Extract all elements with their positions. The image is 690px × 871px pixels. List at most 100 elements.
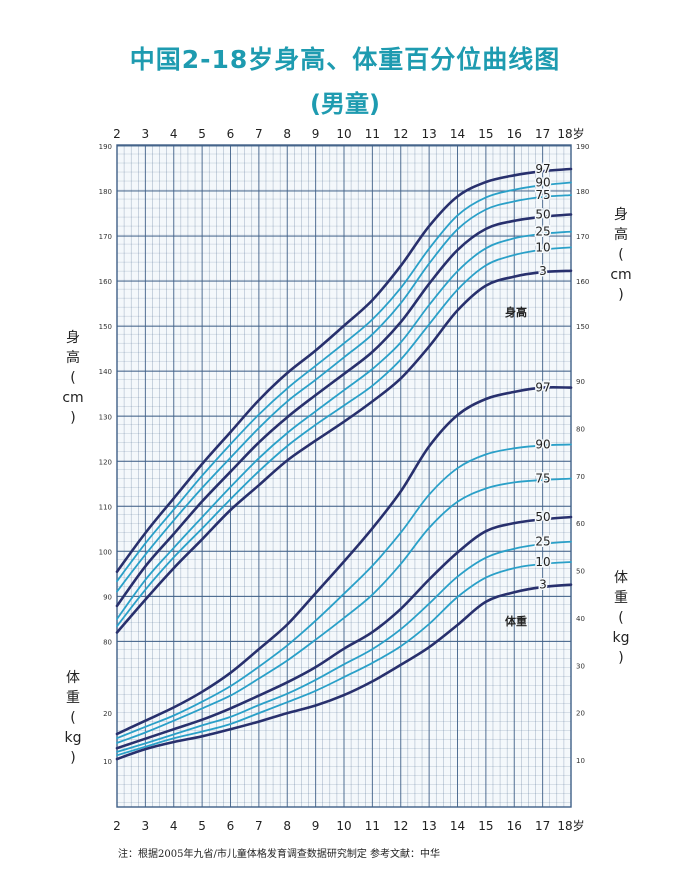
height-percentile-label-50: 50: [535, 207, 550, 221]
left-height-axis-label: 身高 (cm ): [62, 330, 84, 426]
weight-percentile-label-97: 97: [535, 381, 550, 395]
x-tick-label-top: 7: [255, 127, 263, 141]
weight-percentile-label-50: 50: [535, 510, 550, 524]
weight-curve-label: 体重: [505, 614, 527, 628]
x-tick-label-top: 4: [170, 127, 178, 141]
left-height-tick: 110: [99, 503, 112, 511]
weight-percentile-label-10: 10: [535, 555, 550, 569]
x-tick-label-bottom: 5: [198, 819, 206, 833]
height-percentile-label-75: 75: [535, 188, 550, 202]
right-weight-tick: 10: [576, 757, 585, 765]
height-percentile-label-90: 90: [535, 175, 550, 189]
weight-curve-p75: [116, 477, 572, 744]
x-tick-label-top: 6: [227, 127, 235, 141]
left-height-tick: 100: [99, 548, 112, 556]
right-height-tick: 180: [576, 188, 589, 196]
right-weight-tick: 40: [576, 615, 585, 623]
x-tick-label-top: 9: [312, 127, 320, 141]
x-tick-label-bottom: 7: [255, 819, 263, 833]
x-tick-label-top: 12: [393, 127, 408, 141]
left-height-tick: 160: [99, 278, 112, 286]
weight-percentile-label-25: 25: [535, 535, 550, 549]
right-weight-tick: 30: [576, 662, 585, 670]
footer-note: 注：根据2005年九省/市儿童体格发育调查数据研究制定 参考文献：中华: [118, 849, 440, 860]
x-tick-label-top: 3: [142, 127, 150, 141]
right-height-tick: 170: [576, 233, 589, 241]
height-curve-p50: [115, 213, 573, 608]
x-tick-label-top: 15: [478, 127, 493, 141]
x-tick-label-bottom: 10: [336, 819, 351, 833]
x-tick-label-bottom: 18岁: [557, 818, 584, 833]
left-height-tick: 120: [99, 458, 112, 466]
left-height-tick: 140: [99, 368, 112, 376]
height-percentile-label-25: 25: [535, 225, 550, 239]
x-tick-label-top: 13: [421, 127, 436, 141]
x-tick-label-bottom: 6: [227, 819, 235, 833]
x-tick-label-bottom: 4: [170, 819, 178, 833]
left-height-tick: 80: [103, 639, 112, 647]
chart-subtitle: (男童): [310, 90, 380, 118]
x-tick-label-top: 11: [365, 127, 380, 141]
x-tick-label-top: 16: [507, 127, 522, 141]
left-height-tick: 170: [99, 233, 112, 241]
weight-curve-p25: [116, 540, 572, 753]
x-tick-label-bottom: 3: [142, 819, 150, 833]
height-curve-p75: [116, 194, 572, 593]
height-percentile-label-97: 97: [535, 162, 550, 176]
x-tick-label-bottom: 13: [421, 819, 436, 833]
x-tick-label-top: 17: [535, 127, 550, 141]
left-height-tick: 180: [99, 188, 112, 196]
x-tick-label-top: 14: [450, 127, 465, 141]
height-percentile-label-10: 10: [535, 240, 550, 254]
chart-title: 中国2-18岁身高、体重百分位曲线图: [129, 45, 561, 74]
weight-percentile-label-3: 3: [539, 578, 547, 592]
x-tick-label-bottom: 11: [365, 819, 380, 833]
right-weight-tick: 50: [576, 568, 585, 576]
left-height-tick: 130: [99, 413, 112, 421]
right-weight-tick: 90: [576, 378, 585, 386]
curves: [115, 167, 573, 761]
height-curve-p3: [115, 269, 573, 634]
weight-curve-p50: [115, 515, 573, 750]
x-tick-label-bottom: 17: [535, 819, 550, 833]
left-weight-tick: 20: [103, 710, 112, 718]
left-weight-tick: 10: [103, 758, 112, 766]
x-tick-label-top: 18岁: [557, 126, 584, 141]
weight-curve-p90: [116, 443, 572, 740]
weight-curve-p3: [115, 583, 573, 761]
left-weight-axis-label: 体重 (kg ): [64, 670, 82, 766]
weight-percentile-label-75: 75: [535, 472, 550, 486]
right-weight-tick: 80: [576, 425, 585, 433]
right-height-tick: 150: [576, 323, 589, 331]
weight-percentile-label-90: 90: [535, 437, 550, 451]
x-tick-label-bottom: 14: [450, 819, 465, 833]
right-height-axis-label: 身高 (cm ): [610, 207, 632, 303]
x-tick-label-bottom: 15: [478, 819, 493, 833]
height-percentile-label-3: 3: [539, 264, 547, 278]
x-tick-label-top: 8: [283, 127, 291, 141]
height-curve-p90: [116, 181, 572, 583]
height-curve-label: 身高: [505, 305, 527, 319]
plot-frame: [116, 144, 572, 808]
weight-curve-p97: [115, 385, 573, 736]
x-tick-label-bottom: 8: [283, 819, 291, 833]
x-tick-label-top: 10: [336, 127, 351, 141]
left-height-tick: 150: [99, 323, 112, 331]
x-tick-label-top: 2: [113, 127, 121, 141]
x-tick-label-top: 5: [198, 127, 206, 141]
right-weight-tick: 60: [576, 520, 585, 528]
height-curve-p25: [116, 230, 572, 620]
x-tick-label-bottom: 2: [113, 819, 121, 833]
right-height-tick: 160: [576, 278, 589, 286]
weight-curve-p10: [116, 561, 572, 757]
right-height-tick: 190: [576, 143, 589, 151]
axes: 2 2 3 3 4 4 5 5 6 6 7 7 8 8 9 9 10 10 11 11 12 12 13 13 14 14 15 15…: [99, 126, 590, 833]
right-weight-tick: 20: [576, 710, 585, 718]
x-tick-label-bottom: 12: [393, 819, 408, 833]
right-weight-axis-label: 体重 (kg ): [612, 570, 630, 666]
x-tick-label-bottom: 9: [312, 819, 320, 833]
right-weight-tick: 70: [576, 473, 585, 481]
height-curve-p10: [116, 246, 572, 628]
